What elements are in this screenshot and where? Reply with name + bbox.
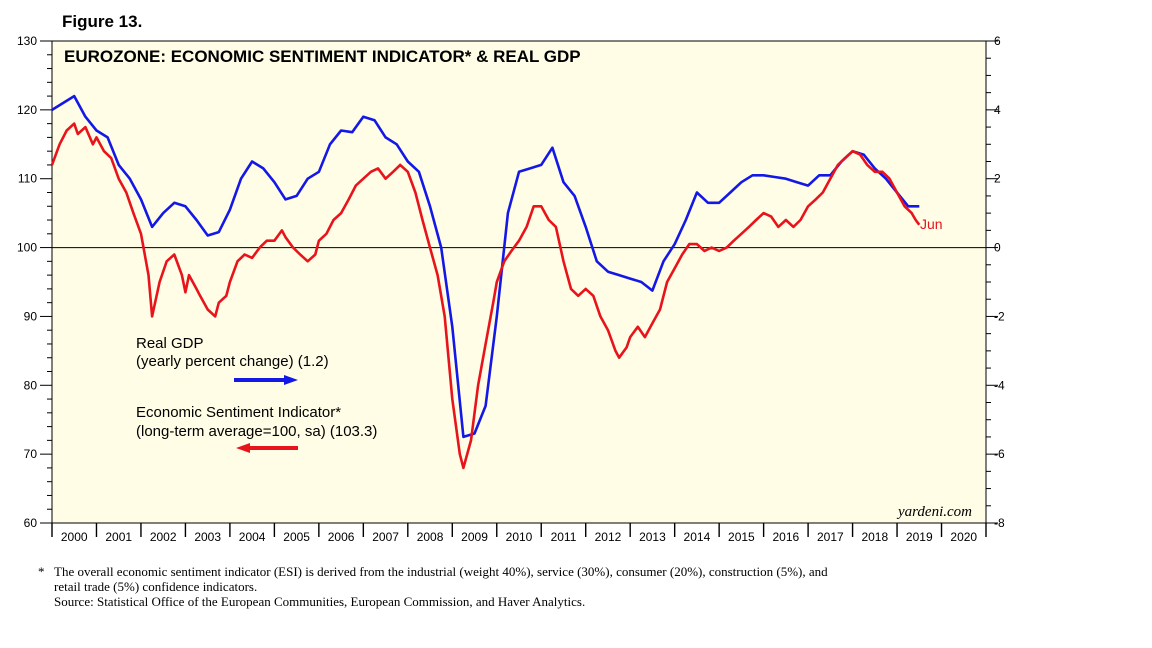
left-axis-tick-label: 100 [17,241,37,255]
brand-watermark: yardeni.com [896,504,972,520]
x-axis-year-label: 2009 [461,530,488,544]
legend-esi-detail: (long-term average=100, sa) (103.3) [136,423,377,440]
x-axis-year-label: 2013 [639,530,666,544]
x-axis-year-label: 2002 [150,530,177,544]
x-axis-year-label: 2000 [61,530,88,544]
left-axis-tick-label: 130 [17,34,37,48]
footnote-line-1: The overall economic sentiment indicator… [54,564,828,579]
left-axis-tick-label: 90 [24,309,38,323]
right-axis-tick-label: -8 [994,516,1005,530]
x-axis-year-label: 2001 [105,530,132,544]
series-line-esi [50,122,921,470]
legend-gdp-name: Real GDP [136,335,204,352]
right-axis-tick-label: 6 [994,34,1001,48]
chart-title: EUROZONE: ECONOMIC SENTIMENT INDICATOR* … [64,47,581,66]
x-axis-year-label: 2019 [906,530,933,544]
figure-label: Figure 13. [62,12,142,31]
right-axis-tick-label: -4 [994,378,1005,392]
x-axis-year-label: 2010 [506,530,533,544]
right-axis-tick-label: 0 [994,241,1001,255]
plot-area [51,40,987,524]
legend: Real GDP (yearly percent change) (1.2) E… [136,335,377,453]
x-axis-year-label: 2008 [417,530,444,544]
left-axis-tick-label: 60 [24,516,38,530]
legend-esi-name: Economic Sentiment Indicator* [136,404,341,421]
x-axis: 2000 2001 2002 2003 2004 2005 2006 2007 2008 2009… [51,523,987,544]
footnote: * The overall economic sentiment indicat… [38,564,828,609]
right-axis-tick-label: 4 [994,103,1001,117]
footnote-source: Source: Statistical Office of the Europe… [54,594,585,609]
right-axis-tick-label: -6 [994,447,1005,461]
x-axis-year-label: 2003 [194,530,221,544]
left-axis-tick-label: 80 [24,378,38,392]
legend-gdp-detail: (yearly percent change) (1.2) [136,353,329,370]
left-axis-tick-label: 70 [24,447,38,461]
left-axis: 60 70 80 90 100 110 120 130 [17,34,52,530]
x-axis-year-label: 2020 [950,530,977,544]
x-axis-year-label: 2012 [595,530,622,544]
legend-esi-arrow-head [236,443,250,453]
x-axis-year-label: 2007 [372,530,399,544]
x-axis-year-label: 2016 [773,530,800,544]
legend-gdp-arrow-head [284,375,298,385]
right-axis-tick-label: 2 [994,172,1001,186]
series-line-real-gdp [51,94,920,439]
x-axis-year-label: 2005 [283,530,310,544]
x-axis-year-label: 2018 [861,530,888,544]
left-axis-tick-label: 110 [18,172,37,186]
x-axis-year-label: 2006 [328,530,355,544]
footnote-marker: * [38,564,45,579]
left-axis-tick-label: 120 [17,103,37,117]
x-axis-year-label: 2004 [239,530,266,544]
x-axis-year-label: 2015 [728,530,755,544]
x-axis-year-label: 2017 [817,530,844,544]
footnote-line-2: retail trade (5%) confidence indicators. [54,579,257,594]
right-axis: -8 -6 -4 -2 0 2 4 6 [986,34,1005,530]
right-axis-tick-label: -2 [994,309,1005,323]
x-axis-year-label: 2014 [684,530,711,544]
esi-end-label: Jun [920,216,943,232]
x-axis-year-label: 2011 [551,530,577,544]
